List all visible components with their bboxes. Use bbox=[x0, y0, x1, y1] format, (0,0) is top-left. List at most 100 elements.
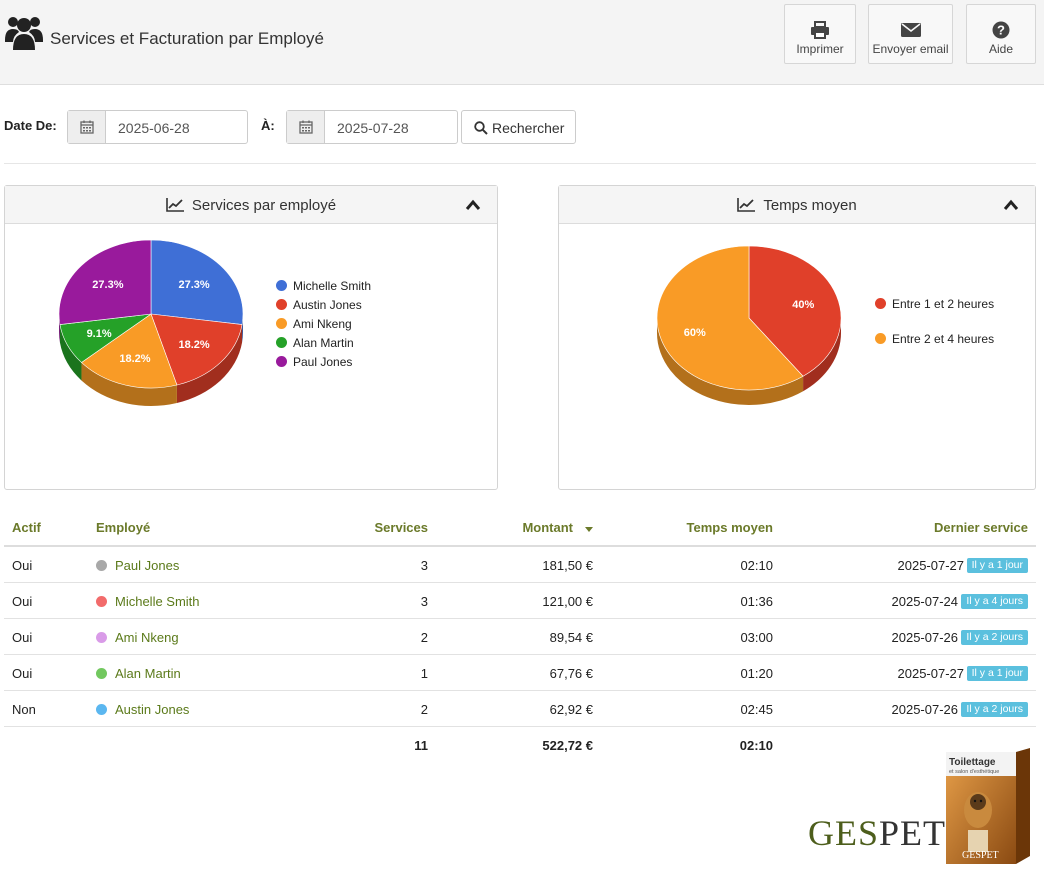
legend-label: Entre 2 et 4 heures bbox=[892, 332, 995, 346]
employee-name-link[interactable]: Austin Jones bbox=[115, 702, 190, 717]
temps-moyen-cell: 02:10 bbox=[740, 558, 773, 573]
column-header-montant[interactable]: Montant bbox=[522, 520, 573, 535]
pie-slice[interactable] bbox=[748, 245, 842, 377]
panel-header: Services par employé bbox=[5, 186, 497, 224]
pie-slice-label: 27.3% bbox=[92, 279, 123, 291]
montant-cell: 181,50 € bbox=[542, 558, 593, 573]
column-header-dernier-service[interactable]: Dernier service bbox=[934, 520, 1028, 535]
legend-label: Alan Martin bbox=[293, 336, 354, 350]
employee-color-dot bbox=[96, 704, 107, 715]
average-time-pie-chart: 40% 60% bbox=[656, 245, 842, 405]
pie-slice-label: 27.3% bbox=[179, 279, 210, 291]
services-cell: 3 bbox=[420, 594, 428, 609]
date-from-calendar-button[interactable] bbox=[68, 111, 106, 143]
line-chart-icon bbox=[166, 198, 184, 212]
table-row[interactable]: Oui Alan Martin 1 67,76 € 01:20 Il y a 1 jour… bbox=[4, 655, 1036, 691]
legend-marker bbox=[875, 333, 886, 344]
days-ago-badge: Il y a 1 jour bbox=[966, 666, 1028, 681]
employee-color-dot bbox=[96, 560, 107, 571]
montant-cell: 89,54 € bbox=[549, 630, 593, 645]
pie-slice-label: 60% bbox=[684, 327, 706, 339]
employee-name-link[interactable]: Paul Jones bbox=[115, 558, 180, 573]
dernier-service-cell: 2025-07-27 bbox=[897, 666, 965, 681]
pie-slice-side bbox=[803, 318, 841, 392]
date-from-label: Date De: bbox=[4, 118, 57, 133]
column-header-actif[interactable]: Actif bbox=[12, 520, 41, 535]
calendar-icon bbox=[80, 120, 94, 134]
pie-slice[interactable] bbox=[150, 313, 243, 386]
days-ago-badge: Il y a 1 jour bbox=[966, 558, 1028, 573]
pie-slice[interactable] bbox=[58, 239, 152, 325]
actif-cell: Oui bbox=[12, 666, 33, 681]
product-box-image: Toilettage et salon d'esthétique GESPET bbox=[946, 748, 1030, 864]
svg-text:et salon d'esthétique: et salon d'esthétique bbox=[949, 769, 999, 775]
sort-descending-icon[interactable] bbox=[585, 527, 593, 532]
panel-header: Temps moyen bbox=[559, 186, 1035, 224]
legend-label: Austin Jones bbox=[293, 298, 362, 312]
table-row[interactable]: Oui Ami Nkeng 2 89,54 € 03:00 Il y a 2 jours 2… bbox=[4, 619, 1036, 655]
employee-color-dot bbox=[96, 596, 107, 607]
column-header-temps-moyen[interactable]: Temps moyen bbox=[686, 520, 773, 535]
date-to-label: À: bbox=[261, 118, 275, 133]
gespet-logo: GESPET bbox=[808, 813, 947, 853]
table-header-divider bbox=[4, 545, 1036, 547]
temps-moyen-cell: 03:00 bbox=[740, 630, 773, 645]
pie-slice-side bbox=[59, 324, 82, 381]
table-row[interactable]: Non Austin Jones 2 62,92 € 02:45 Il y a 2 jou… bbox=[4, 691, 1036, 727]
users-icon bbox=[5, 17, 43, 50]
dernier-service-cell: 2025-07-26 bbox=[891, 702, 959, 717]
chevron-up-icon[interactable] bbox=[1003, 198, 1019, 212]
employee-color-dot bbox=[96, 668, 107, 679]
panel-title: Services par employé bbox=[191, 197, 337, 214]
table-totals-row: 11 522,72 € 02:10 bbox=[4, 727, 1036, 763]
employee-name-link[interactable]: Alan Martin bbox=[115, 666, 181, 681]
pie-slice-label: 18.2% bbox=[119, 353, 150, 365]
column-header-employe[interactable]: Employé bbox=[96, 520, 151, 535]
services-per-employee-panel: Services par employé 27.3% 18.2% 18.2% 9.1%… bbox=[4, 185, 498, 490]
dernier-service-cell: 2025-07-26 bbox=[891, 630, 959, 645]
temps-moyen-cell: 01:36 bbox=[740, 594, 773, 609]
chevron-up-icon[interactable] bbox=[465, 198, 481, 212]
send-email-button[interactable]: Envoyer email bbox=[868, 4, 953, 64]
date-from-field[interactable]: 2025-06-28 bbox=[67, 110, 248, 144]
pie-slice-side bbox=[81, 362, 177, 406]
actif-cell: Oui bbox=[12, 558, 33, 573]
svg-text:Toilettage: Toilettage bbox=[949, 757, 996, 768]
svg-text:GESPET: GESPET bbox=[962, 850, 999, 861]
dernier-service-cell: 2025-07-27 bbox=[897, 558, 965, 573]
table-row[interactable]: Oui Michelle Smith 3 121,00 € 01:36 Il y a 4 … bbox=[4, 583, 1036, 619]
top-bar: Services et Facturation par Employé Impr… bbox=[0, 0, 1044, 85]
services-cell: 1 bbox=[420, 666, 428, 681]
services-cell: 2 bbox=[420, 702, 428, 717]
search-button-label: Rechercher bbox=[492, 120, 565, 136]
legend-marker bbox=[276, 299, 287, 310]
legend-marker bbox=[276, 337, 287, 348]
average-time-panel: Temps moyen 40% 60% Entre 1 et 2 heures En… bbox=[558, 185, 1036, 490]
calendar-icon bbox=[299, 120, 313, 134]
pie-slice[interactable] bbox=[656, 245, 804, 391]
date-to-calendar-button[interactable] bbox=[287, 111, 325, 143]
svg-text:?: ? bbox=[997, 23, 1005, 38]
column-header-services[interactable]: Services bbox=[374, 520, 429, 535]
search-button[interactable]: Rechercher bbox=[461, 110, 576, 144]
legend-marker bbox=[276, 318, 287, 329]
montant-cell: 67,76 € bbox=[549, 666, 593, 681]
help-button-label: Aide bbox=[988, 42, 1014, 56]
employee-name-link[interactable]: Ami Nkeng bbox=[115, 630, 179, 645]
montant-cell: 62,92 € bbox=[549, 702, 593, 717]
actif-cell: Non bbox=[12, 702, 36, 717]
pie-slice[interactable] bbox=[80, 313, 178, 389]
pie-slice-side bbox=[176, 324, 243, 404]
actif-cell: Oui bbox=[12, 594, 33, 609]
pie-slice[interactable] bbox=[150, 239, 244, 325]
services-cell: 2 bbox=[420, 630, 428, 645]
services-pie-legend: Michelle Smith Austin Jones Ami Nkeng Alan … bbox=[276, 279, 476, 379]
total-montant: 522,72 € bbox=[542, 738, 593, 753]
table-row[interactable]: Oui Paul Jones 3 181,50 € 02:10 Il y a 1 jour… bbox=[4, 547, 1036, 583]
print-button[interactable]: Imprimer bbox=[784, 4, 856, 64]
help-button[interactable]: ? Aide bbox=[966, 4, 1036, 64]
legend-label: Paul Jones bbox=[293, 355, 353, 369]
date-to-field[interactable]: 2025-07-28 bbox=[286, 110, 458, 144]
legend-marker bbox=[276, 356, 287, 367]
employee-name-link[interactable]: Michelle Smith bbox=[115, 594, 200, 609]
